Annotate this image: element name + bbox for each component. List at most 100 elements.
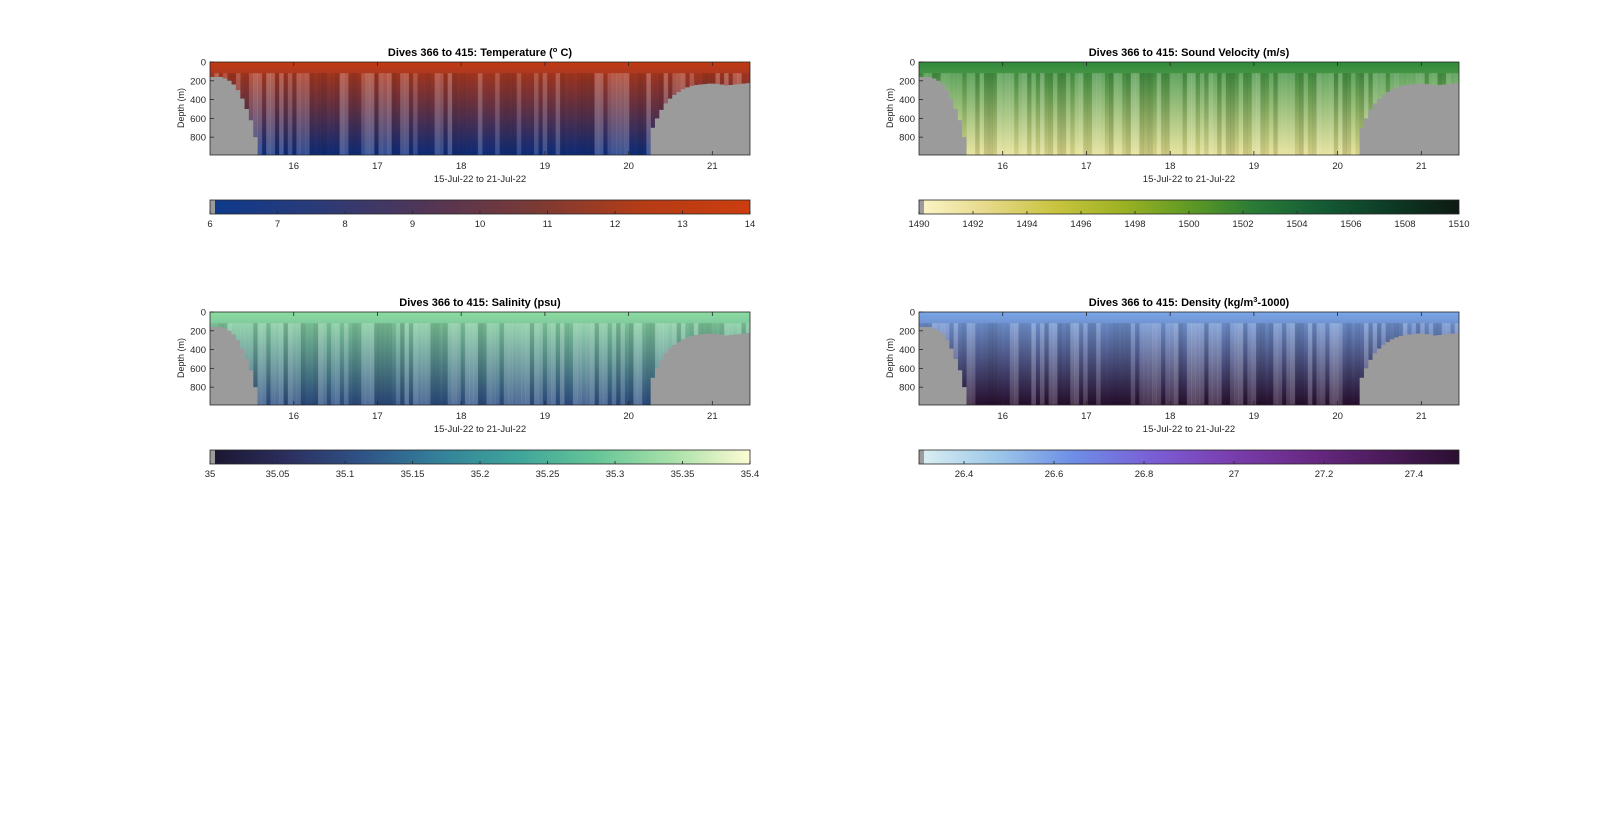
- profile-column: [1117, 323, 1123, 405]
- profile-column: [335, 323, 340, 405]
- colorbar-tick-label: 12: [610, 219, 621, 230]
- colorbar-tick-label: 1490: [908, 219, 929, 230]
- profile-column: [1178, 323, 1183, 405]
- y-tick-label: 400: [190, 345, 206, 356]
- profile-column: [464, 73, 470, 155]
- profile-column: [1061, 73, 1067, 155]
- profile-column: [499, 73, 505, 155]
- profile-column: [451, 323, 457, 405]
- profile-column: [970, 323, 976, 405]
- profile-column: [616, 73, 621, 155]
- profile-column: [1113, 73, 1119, 155]
- profile-column: [490, 323, 496, 405]
- profile-column: [551, 323, 556, 405]
- x-tick-label: 17: [1081, 161, 1092, 172]
- profile-column: [1277, 323, 1283, 405]
- profile-column: [975, 73, 980, 155]
- profile-column: [1247, 73, 1252, 155]
- profile-column: [1264, 323, 1270, 405]
- profile-column: [564, 323, 569, 405]
- profile-column: [1243, 73, 1248, 155]
- profile-column: [992, 323, 998, 405]
- y-tick-label: 600: [190, 114, 206, 125]
- colorbar-undershoot: [210, 200, 215, 214]
- profile-column: [1014, 73, 1019, 155]
- profile-column: [1018, 73, 1023, 155]
- profile-column: [443, 73, 448, 155]
- profile-column: [477, 73, 483, 155]
- profile-column: [1130, 73, 1136, 155]
- profile-column: [1039, 323, 1045, 405]
- plot-area: 0 200 400 600 800 16 17 18 19 20 21: [899, 58, 1460, 172]
- panel-title: Dives 366 to 415: Temperature (o C): [388, 45, 572, 59]
- panel-temperature: Dives 366 to 415: Temperature (o C) 0 200…: [176, 45, 755, 230]
- profile-column: [620, 73, 626, 155]
- profile-column: [1057, 73, 1062, 155]
- profile-column: [404, 73, 410, 155]
- profile-column: [1009, 73, 1015, 155]
- profile-column: [1169, 323, 1175, 405]
- profile-column: [559, 73, 565, 155]
- profile-column: [1221, 323, 1227, 405]
- profile-column: [330, 73, 336, 155]
- profile-column: [391, 323, 397, 405]
- profile-column: [1143, 323, 1149, 405]
- profile-column: [438, 323, 444, 405]
- profile-column: [650, 73, 656, 155]
- profile-column: [996, 73, 1002, 155]
- y-tick-label: 800: [190, 133, 206, 144]
- profile-column: [313, 323, 319, 405]
- profile-column: [508, 323, 513, 405]
- profile-column: [1333, 73, 1339, 155]
- profile-column: [417, 73, 422, 155]
- y-tick-label: 600: [899, 364, 915, 375]
- y-tick-label: 0: [910, 58, 915, 69]
- profile-column: [1044, 323, 1049, 405]
- profile-column: [637, 323, 643, 405]
- profile-column: [365, 73, 371, 155]
- profile-column: [988, 323, 993, 405]
- y-axis-label: Depth (m): [885, 88, 895, 128]
- profile-column: [979, 323, 985, 405]
- x-tick-label: 19: [1249, 161, 1260, 172]
- y-tick-label: 200: [190, 76, 206, 87]
- profile-column: [1277, 73, 1283, 155]
- profile-column: [555, 73, 561, 155]
- profile-column: [594, 73, 600, 155]
- profile-column: [516, 323, 522, 405]
- y-tick-label: 0: [910, 308, 915, 319]
- colorbar-ramp: [210, 450, 750, 464]
- colorbar-tick-label: 35.05: [266, 469, 290, 480]
- profile-column: [1100, 323, 1106, 405]
- colorbar-tick-label: 1502: [1232, 219, 1253, 230]
- profile-column: [1104, 323, 1110, 405]
- profile-column: [469, 323, 474, 405]
- profile-column: [1316, 323, 1322, 405]
- profile-column: [598, 323, 604, 405]
- profile-column: [1342, 323, 1347, 405]
- profile-column: [326, 323, 332, 405]
- profile-column: [585, 73, 591, 155]
- profile-column: [1329, 323, 1335, 405]
- profile-column: [456, 73, 461, 155]
- profile-column: [1139, 73, 1144, 155]
- profile-column: [352, 323, 358, 405]
- profile-column: [1018, 323, 1023, 405]
- profile-column: [1247, 323, 1252, 405]
- profile-column: [1325, 323, 1330, 405]
- profile-column: [486, 73, 492, 155]
- profile-column: [1217, 73, 1222, 155]
- profile-column: [1001, 323, 1006, 405]
- colorbar: 26.4 26.6 26.8 27 27.2 27.4: [918, 449, 1460, 480]
- profile-column: [616, 323, 621, 405]
- y-tick-label: 0: [201, 58, 206, 69]
- profile-column: [1329, 73, 1335, 155]
- profile-column: [1147, 323, 1153, 405]
- profile-column: [1307, 73, 1313, 155]
- colorbar-tick-label: 10: [475, 219, 486, 230]
- colorbar-ramp: [919, 200, 1459, 214]
- profile-column: [979, 73, 985, 155]
- profile-column: [1359, 323, 1365, 405]
- profile-column: [1165, 73, 1170, 155]
- colorbar: 6 7 8 9 10 11 12 13 14: [207, 199, 755, 230]
